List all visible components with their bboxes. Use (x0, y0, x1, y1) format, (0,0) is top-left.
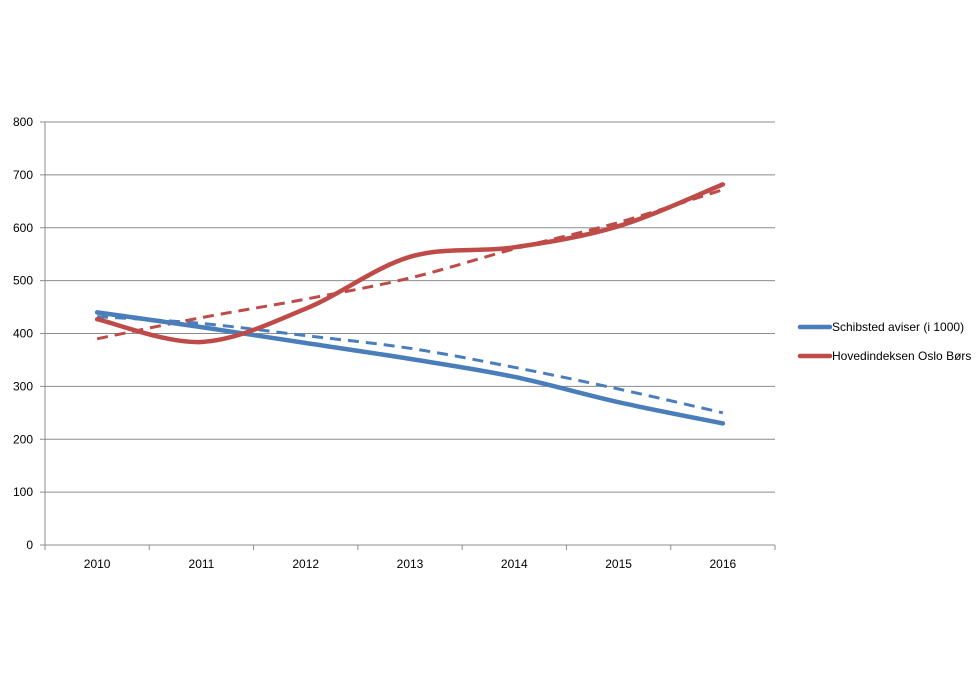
x-tick-label: 2011 (189, 557, 215, 571)
trendlines (96, 188, 724, 415)
y-tick-label: 800 (13, 115, 33, 129)
legend-label: Schibsted aviser (i 1000) (832, 320, 964, 334)
y-tick-label: 600 (13, 221, 33, 235)
legend-label: Hovedindeksen Oslo Børs (832, 349, 971, 363)
trendline-series-1 (96, 188, 724, 341)
trendline-series-0 (97, 315, 724, 415)
x-tick-label: 2014 (501, 557, 528, 571)
x-axis: 2010 2011 2012 2013 2014 2015 2016 (44, 544, 776, 571)
legend: Schibsted aviser (i 1000) Hovedindeksen O… (797, 320, 971, 363)
series-line-0 (94, 310, 726, 426)
y-tick-label: 0 (26, 538, 33, 552)
x-tick-label: 2015 (605, 557, 632, 571)
x-tick-label: 2013 (397, 557, 424, 571)
y-tick-label: 300 (13, 379, 33, 393)
y-tick-label: 200 (13, 432, 33, 446)
y-tick-label: 100 (13, 485, 33, 499)
x-tick-label: 2012 (292, 557, 319, 571)
y-tick-label: 400 (13, 327, 33, 341)
series-lines (94, 182, 726, 426)
x-tick-label: 2010 (84, 557, 111, 571)
x-tick-label: 2016 (710, 557, 737, 571)
y-tick-label: 700 (13, 168, 33, 182)
y-tick-label: 500 (13, 274, 33, 288)
plot-area: 2010 2011 2012 2013 2014 2015 2016 0 100 200 300 4… (13, 115, 776, 571)
y-axis: 0 100 200 300 400 500 600 700 800 (13, 115, 46, 552)
series-line-1 (94, 182, 726, 345)
gridlines (45, 121, 775, 493)
